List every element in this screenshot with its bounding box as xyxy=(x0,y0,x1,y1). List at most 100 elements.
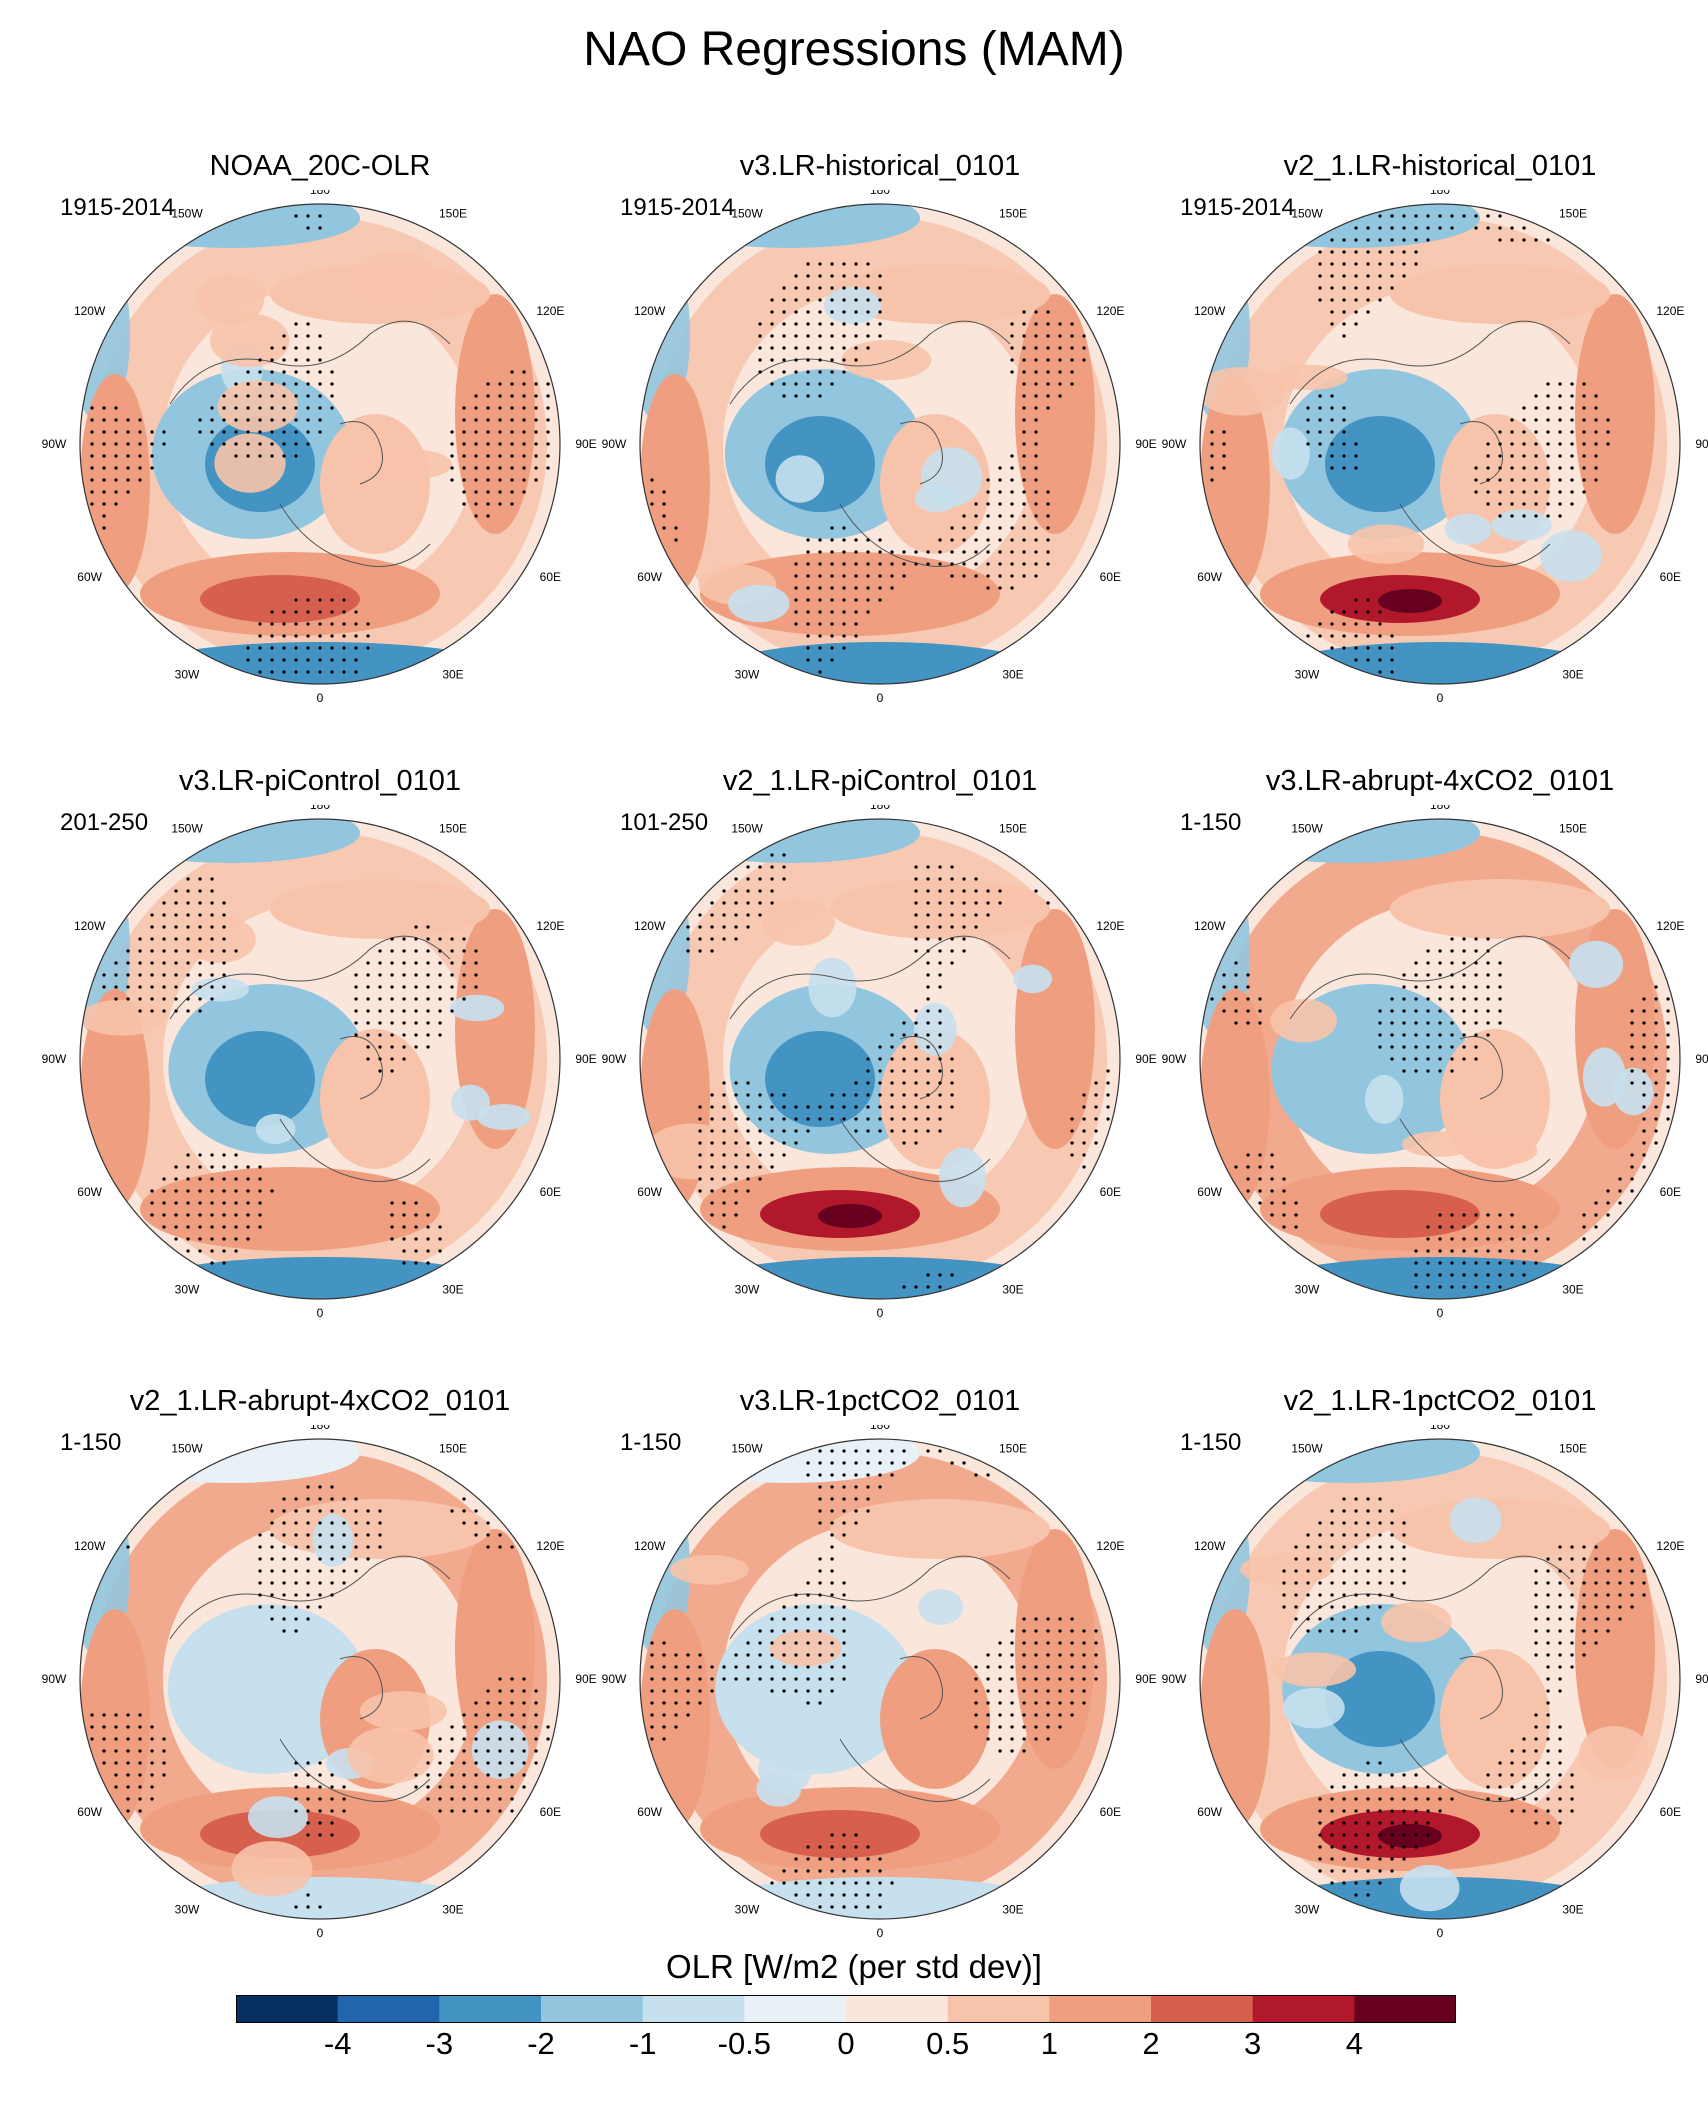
map-border xyxy=(639,818,1121,1300)
longitude-label: 30W xyxy=(735,1282,760,1296)
longitude-label: 90W xyxy=(602,1052,627,1066)
panel-title: v3.LR-piControl_0101 xyxy=(178,765,462,797)
anomaly-patch xyxy=(808,957,857,1018)
longitude-label: 60E xyxy=(1660,1805,1681,1819)
positive-anomaly xyxy=(200,1190,360,1238)
longitude-label: 30E xyxy=(1002,667,1023,681)
colorbar-swatch xyxy=(642,1995,745,2023)
anomaly-patch xyxy=(1269,364,1348,391)
anomaly-patch xyxy=(913,1002,957,1056)
anomaly-patch xyxy=(248,1796,308,1839)
longitude-label: 30W xyxy=(1295,667,1320,681)
longitude-label: 120E xyxy=(1656,1539,1684,1553)
positive-anomaly xyxy=(80,1609,150,1829)
anomaly-patch xyxy=(1364,1074,1404,1125)
positive-anomaly xyxy=(880,1029,990,1169)
anomaly-patch xyxy=(758,1743,813,1795)
anomaly-patch xyxy=(645,1123,738,1180)
significance-stippling xyxy=(90,214,550,674)
negative-anomaly xyxy=(205,1031,315,1127)
longitude-label: 120W xyxy=(74,1539,106,1553)
positive-anomaly xyxy=(830,264,1050,324)
longitude-label: 150E xyxy=(999,207,1027,221)
positive-anomaly xyxy=(1015,294,1095,534)
longitude-label: 120E xyxy=(1096,1539,1124,1553)
longitude-label: 150E xyxy=(439,822,467,836)
anomaly-patch xyxy=(312,1513,354,1567)
longitude-label: 120W xyxy=(1194,304,1226,318)
panel-title: v2_1.LR-historical_0101 xyxy=(1283,150,1597,182)
anomaly-patch xyxy=(1539,530,1602,582)
longitude-label: 60W xyxy=(77,1185,102,1199)
coastline xyxy=(169,320,451,567)
map-border xyxy=(1199,1438,1681,1920)
polar-map: 180 150E 120E 90E 60E 30E 0 30W 60W 90W 120W 150W xyxy=(602,805,1157,1320)
significance-stippling xyxy=(650,1449,1098,1909)
anomaly-patch xyxy=(477,1103,531,1130)
contour-field xyxy=(640,1439,1120,1919)
period-label: 201-250 xyxy=(60,809,149,836)
longitude-label: 180 xyxy=(870,190,890,197)
map-panel: NOAA_20C-OLR 180 150E 120E 90E 60E 30E 0 30W 60W 9… xyxy=(40,150,600,730)
positive-anomaly xyxy=(760,1810,920,1858)
contour-field xyxy=(640,819,1120,1299)
longitude-label: 120W xyxy=(634,304,666,318)
significance-stippling xyxy=(650,262,1086,674)
colorbar-swatch xyxy=(1252,1995,1355,2023)
polar-map: 180 150E 120E 90E 60E 30E 0 30W 60W 90W 120W 150W xyxy=(42,805,597,1320)
contour-field xyxy=(80,204,560,684)
coastline xyxy=(169,1555,451,1802)
longitude-label: 150W xyxy=(1291,822,1323,836)
longitude-label: 90W xyxy=(1162,1052,1187,1066)
longitude-label: 0 xyxy=(877,691,884,705)
longitude-label: 90W xyxy=(602,437,627,451)
negative-anomaly xyxy=(124,1257,516,1299)
colorbar-swatch xyxy=(1151,1995,1254,2023)
anomaly-patch xyxy=(80,999,167,1036)
positive-anomaly xyxy=(818,1204,882,1228)
longitude-label: 90W xyxy=(1162,437,1187,451)
longitude-label: 180 xyxy=(1430,1425,1450,1432)
colorbar-tick-label: 0 xyxy=(837,2026,855,2061)
longitude-label: 60W xyxy=(77,1805,102,1819)
negative-anomaly xyxy=(1262,642,1618,684)
colorbar-swatch xyxy=(337,1995,440,2023)
contour-field xyxy=(640,204,1120,684)
map-panel: v2_1.LR-piControl_0101 180 150E 120E 90E 60E 3… xyxy=(600,765,1160,1345)
longitude-label: 90E xyxy=(1135,1052,1156,1066)
longitude-label: 150E xyxy=(1559,1442,1587,1456)
anomaly-patch xyxy=(1449,1497,1502,1544)
colorbar-swatch xyxy=(1049,1995,1152,2023)
longitude-label: 90E xyxy=(575,437,596,451)
positive-anomaly xyxy=(1440,1029,1550,1169)
anomaly-patch xyxy=(947,884,1039,911)
positive-anomaly xyxy=(1320,1190,1480,1238)
map-border xyxy=(1199,818,1681,1300)
map-panel: v2_1.LR-historical_0101 180 150E 120E 90E 60E… xyxy=(1160,150,1708,730)
polar-map: 180 150E 120E 90E 60E 30E 0 30W 60W 90W 120W 150W xyxy=(1162,190,1708,705)
positive-anomaly xyxy=(200,575,360,623)
map-border xyxy=(79,203,561,685)
longitude-label: 30E xyxy=(1002,1282,1023,1296)
positive-anomaly xyxy=(1440,1649,1550,1789)
anomaly-patch xyxy=(356,251,439,305)
longitude-label: 150W xyxy=(731,822,763,836)
anomaly-patch xyxy=(1200,367,1286,416)
colorbar xyxy=(236,1995,1456,2023)
anomaly-patch xyxy=(255,1114,296,1145)
longitude-label: 0 xyxy=(317,691,324,705)
contour-field xyxy=(1200,1439,1680,1919)
contour-field xyxy=(80,819,560,1299)
longitude-label: 30W xyxy=(1295,1282,1320,1296)
anomaly-patch xyxy=(1271,1652,1357,1687)
longitude-label: 0 xyxy=(877,1306,884,1320)
colorbar-tick-label: -0.5 xyxy=(717,2026,772,2061)
colorbar-swatch xyxy=(744,1995,847,2023)
longitude-label: 90W xyxy=(602,1672,627,1686)
longitude-label: 150W xyxy=(171,1442,203,1456)
longitude-label: 150W xyxy=(171,822,203,836)
longitude-label: 150W xyxy=(1291,1442,1323,1456)
positive-anomaly xyxy=(640,1609,710,1829)
colorbar-tick-label: 0.5 xyxy=(926,2026,970,2061)
longitude-label: 30W xyxy=(735,667,760,681)
